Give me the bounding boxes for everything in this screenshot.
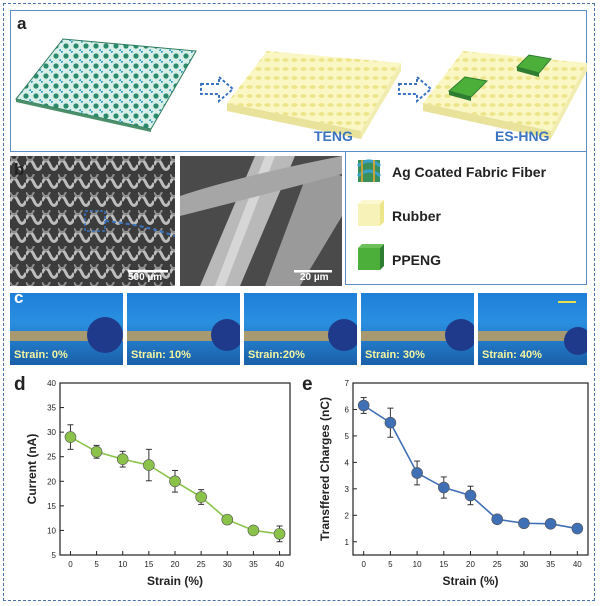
data-point (64, 431, 77, 443)
x-tick-label: 0 (361, 560, 366, 569)
sem-image-fabric: 500 µm (10, 156, 175, 286)
y-tick-label: 40 (47, 379, 56, 388)
data-point (464, 489, 477, 502)
data-point (90, 446, 103, 458)
teng-label: TENG (314, 128, 353, 144)
panel-a-label: a (17, 14, 27, 33)
panel-b-label: b (14, 160, 25, 179)
plot-frame (352, 382, 589, 556)
teng-block-image (227, 51, 401, 139)
x-tick-label: 0 (68, 560, 73, 569)
panel-d-label: d (14, 374, 26, 395)
scale-bar-right: 20 µm (300, 272, 329, 283)
data-point (357, 399, 370, 412)
y-tick-label: 20 (47, 477, 56, 486)
data-point (384, 416, 397, 429)
arrow-icon (200, 74, 235, 104)
x-tick-label: 5 (388, 560, 393, 569)
y-tick-label: 5 (52, 551, 57, 560)
strain-caption: Strain: 10% (131, 349, 191, 361)
panel-e-label: e (302, 374, 313, 395)
legend-label: Ag Coated Fabric Fiber (392, 164, 547, 180)
x-tick-label: 5 (94, 560, 99, 569)
strain-photo: Strain: 0% (10, 293, 123, 365)
x-tick-label: 40 (573, 560, 582, 569)
data-point (195, 491, 207, 503)
panel-a-illustration (15, 38, 587, 139)
y-tick-label: 6 (345, 405, 350, 414)
data-point (571, 522, 584, 535)
data-point (116, 453, 129, 465)
y-tick-label: 3 (345, 485, 350, 494)
data-point (544, 517, 557, 530)
x-tick-label: 35 (249, 560, 258, 569)
legend-label: PPENG (392, 252, 442, 268)
y-tick-label: 5 (345, 432, 350, 441)
strain-caption: Strain: 40% (482, 349, 542, 361)
x-tick-label: 30 (223, 560, 232, 569)
legend-label: Rubber (392, 208, 441, 224)
x-tick-label: 15 (439, 560, 448, 569)
legend: Ag Coated Fabric Fiber Rubber PPENG (345, 152, 587, 285)
strain-photo: Strain: 10% (127, 293, 240, 365)
strain-photo: Strain: 30% (361, 293, 474, 365)
rubber-legend-icon (358, 200, 384, 226)
y-tick-label: 30 (47, 428, 56, 437)
sem-image-fiber: 20 µm (180, 156, 342, 286)
y-tick-label: 25 (47, 453, 56, 462)
y-tick-label: 35 (47, 404, 56, 413)
strain-caption: Strain: 30% (365, 349, 425, 361)
data-point (518, 517, 530, 530)
arrow-icon (398, 74, 433, 104)
data-point (491, 513, 504, 526)
y-tick-label: 7 (345, 379, 350, 388)
y-tick-label: 15 (47, 502, 56, 511)
data-point (221, 513, 234, 526)
chart-d: 0 5 10 15 20 25 30 35 40 5 10 15 20 25 30 35 40 Strain (%… (25, 379, 291, 588)
data-point (169, 475, 181, 488)
x-tick-label: 35 (546, 560, 555, 569)
data-point (437, 481, 450, 494)
strain-caption: Strain:20% (248, 349, 305, 361)
fabric-fiber-legend-icon (356, 159, 382, 182)
x-tick-label: 20 (466, 560, 475, 569)
y-axis-label: Current (nA) (25, 434, 39, 505)
ppeng-legend-icon (358, 244, 384, 270)
x-tick-label: 15 (144, 560, 153, 569)
x-tick-label: 10 (413, 560, 422, 569)
figure-frame (3, 3, 595, 601)
strain-caption: Strain: 0% (14, 349, 68, 361)
data-point (411, 467, 423, 479)
y-tick-label: 2 (345, 511, 350, 520)
y-tick-label: 10 (47, 526, 56, 535)
data-point (143, 459, 155, 471)
x-tick-label: 25 (493, 560, 502, 569)
y-axis-label: Transffered Charges (nC) (318, 397, 332, 541)
x-axis-label: Strain (%) (442, 574, 498, 588)
x-axis-label: Strain (%) (147, 574, 203, 588)
panel-a: a (10, 10, 587, 152)
panel-c-label: c (14, 288, 24, 307)
fabric-mesh-image (15, 38, 197, 132)
x-tick-label: 20 (171, 560, 180, 569)
data-point (247, 524, 260, 537)
x-tick-label: 40 (275, 560, 284, 569)
y-tick-label: 1 (345, 538, 350, 547)
x-tick-label: 30 (519, 560, 528, 569)
y-tick-label: 4 (345, 458, 350, 467)
x-tick-label: 25 (197, 560, 206, 569)
scale-bar-left: 500 µm (128, 272, 163, 283)
chart-e: 0 5 10 15 20 25 30 35 40 1 2 3 4 5 6 7 Strain (%) Transff… (318, 379, 589, 588)
x-tick-label: 10 (118, 560, 127, 569)
strain-photo: Strain:20% (244, 293, 357, 365)
eshng-block-image (423, 51, 587, 139)
data-point (273, 528, 286, 540)
eshng-label: ES-HNG (495, 128, 550, 144)
strain-photo: Strain: 40% (478, 293, 587, 365)
